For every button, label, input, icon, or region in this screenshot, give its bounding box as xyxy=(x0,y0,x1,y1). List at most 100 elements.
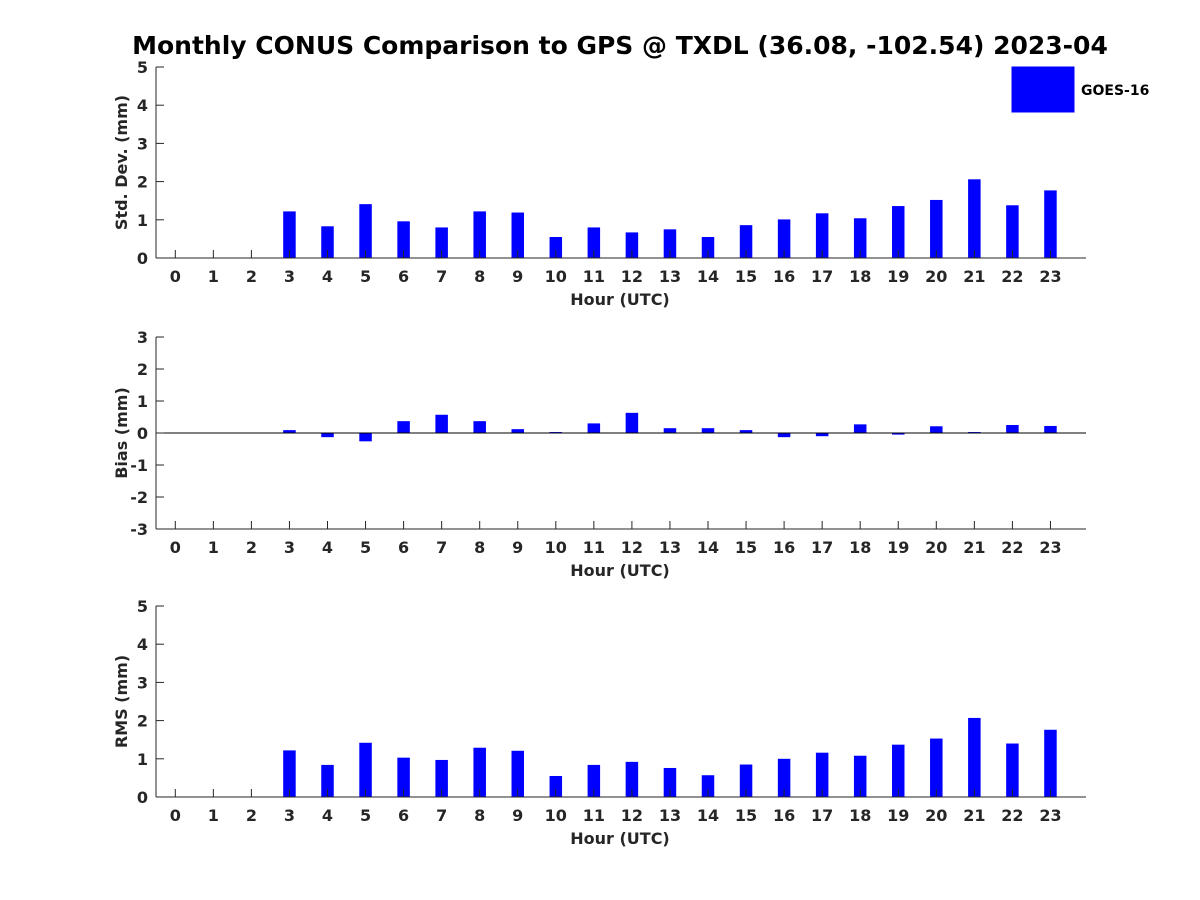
x-tick-label: 1 xyxy=(208,267,219,286)
bar xyxy=(473,421,486,433)
bar xyxy=(397,757,410,797)
bar xyxy=(930,199,943,258)
y-tick-label: 5 xyxy=(137,597,148,616)
bar xyxy=(321,433,334,438)
x-tick-label: 7 xyxy=(436,538,447,557)
bar xyxy=(511,212,524,258)
x-tick-label: 12 xyxy=(621,538,643,557)
x-tick-label: 15 xyxy=(735,538,757,557)
x-tick-label: 18 xyxy=(849,538,871,557)
x-tick-label: 11 xyxy=(583,538,605,557)
bar xyxy=(1006,205,1019,258)
y-tick-label: 3 xyxy=(137,134,148,153)
x-tick-label: 3 xyxy=(284,267,295,286)
bar xyxy=(625,232,639,258)
x-tick-label: 8 xyxy=(474,806,485,825)
x-tick-label: 1 xyxy=(208,806,219,825)
bar xyxy=(892,744,905,797)
x-tick-label: 21 xyxy=(963,806,985,825)
y-tick-label: -1 xyxy=(130,456,148,475)
x-tick-label: 6 xyxy=(398,806,409,825)
x-tick-label: 14 xyxy=(697,538,719,557)
bar xyxy=(1044,425,1057,433)
bar xyxy=(1044,729,1057,797)
bar xyxy=(511,429,524,433)
y-tick-label: -2 xyxy=(130,488,148,507)
x-tick-label: 2 xyxy=(246,538,257,557)
x-tick-label: 10 xyxy=(545,538,567,557)
bar xyxy=(321,226,334,258)
x-tick-label: 6 xyxy=(398,267,409,286)
x-tick-label: 6 xyxy=(398,538,409,557)
y-tick-label: 0 xyxy=(137,249,148,268)
x-tick-label: 9 xyxy=(512,267,523,286)
x-tick-label: 22 xyxy=(1001,267,1023,286)
x-tick-label: 17 xyxy=(811,538,833,557)
x-axis-label: Hour (UTC) xyxy=(570,829,670,848)
bar xyxy=(777,219,791,258)
y-tick-label: 2 xyxy=(137,360,148,379)
x-tick-label: 5 xyxy=(360,267,371,286)
bar xyxy=(625,412,639,433)
x-tick-label: 23 xyxy=(1039,267,1061,286)
legend: GOES-16 xyxy=(1011,66,1149,113)
x-tick-label: 9 xyxy=(512,538,523,557)
x-tick-label: 16 xyxy=(773,538,795,557)
bar xyxy=(1006,425,1019,433)
x-tick-label: 16 xyxy=(773,267,795,286)
bar xyxy=(359,433,372,442)
x-tick-label: 5 xyxy=(360,806,371,825)
x-tick-label: 23 xyxy=(1039,538,1061,557)
y-axis-label: Std. Dev. (mm) xyxy=(112,95,131,230)
bar xyxy=(359,742,372,797)
bar xyxy=(321,764,334,797)
y-tick-label: 2 xyxy=(137,712,148,731)
x-tick-label: 3 xyxy=(284,538,295,557)
x-axis-label: Hour (UTC) xyxy=(570,561,670,580)
bar xyxy=(777,758,791,797)
x-tick-label: 7 xyxy=(436,267,447,286)
bar xyxy=(473,747,486,797)
x-tick-label: 10 xyxy=(545,267,567,286)
x-tick-label: 18 xyxy=(849,267,871,286)
x-tick-label: 23 xyxy=(1039,806,1061,825)
x-axis-label: Hour (UTC) xyxy=(570,290,670,309)
bar xyxy=(663,229,677,258)
y-axis-label: RMS (mm) xyxy=(112,655,131,748)
x-tick-label: 1 xyxy=(208,538,219,557)
x-tick-label: 20 xyxy=(925,267,947,286)
legend-label: GOES-16 xyxy=(1081,83,1149,99)
bar xyxy=(663,428,677,433)
x-tick-label: 0 xyxy=(170,267,181,286)
x-tick-label: 0 xyxy=(170,806,181,825)
bar xyxy=(549,236,563,258)
y-tick-label: 0 xyxy=(137,788,148,807)
x-tick-label: 3 xyxy=(284,806,295,825)
bar xyxy=(892,433,905,435)
x-tick-label: 20 xyxy=(925,806,947,825)
x-tick-label: 13 xyxy=(659,806,681,825)
bar xyxy=(701,775,715,797)
bar xyxy=(473,211,486,258)
bar xyxy=(815,752,829,797)
x-tick-label: 22 xyxy=(1001,806,1023,825)
bar xyxy=(968,179,981,258)
bar xyxy=(930,738,943,797)
bar xyxy=(739,225,753,258)
x-tick-label: 18 xyxy=(849,806,871,825)
y-tick-label: 1 xyxy=(137,211,148,230)
y-tick-label: 5 xyxy=(137,58,148,77)
y-tick-label: 1 xyxy=(137,392,148,411)
bar xyxy=(663,767,677,797)
x-tick-label: 4 xyxy=(322,806,333,825)
x-tick-label: 15 xyxy=(735,806,757,825)
x-tick-label: 12 xyxy=(621,267,643,286)
x-tick-label: 13 xyxy=(659,267,681,286)
x-tick-label: 14 xyxy=(697,806,719,825)
x-tick-label: 11 xyxy=(583,806,605,825)
chart-title: Monthly CONUS Comparison to GPS @ TXDL (… xyxy=(132,31,1108,60)
x-tick-label: 7 xyxy=(436,806,447,825)
